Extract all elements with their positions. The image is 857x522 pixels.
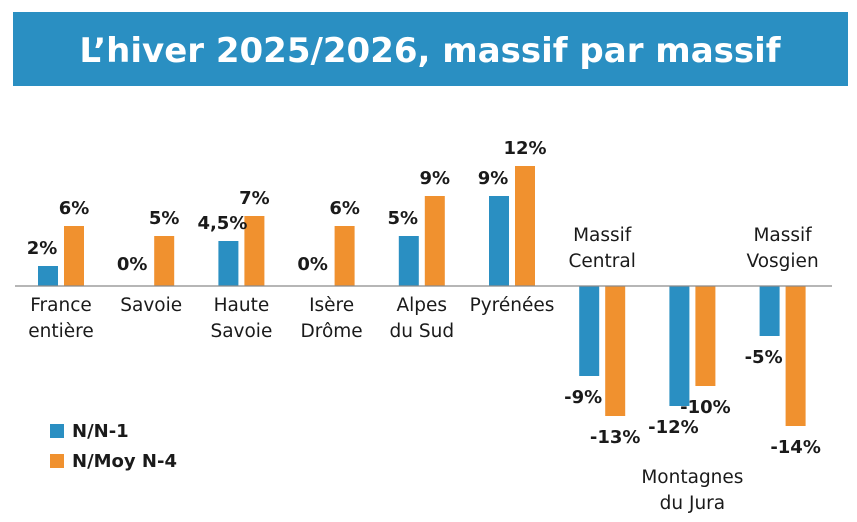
category-label: Pyrénées — [470, 295, 555, 316]
data-label: 5% — [149, 208, 180, 229]
data-label: 0% — [117, 254, 148, 275]
data-label: -14% — [770, 437, 821, 458]
data-label: -5% — [745, 347, 783, 368]
category-label: France entière — [28, 295, 93, 342]
legend-label: N/Moy N-4 — [72, 451, 177, 472]
data-label: 4,5% — [197, 213, 247, 234]
bar-n-moy-n4 — [515, 166, 535, 286]
data-label: -10% — [680, 397, 731, 418]
bar-n-n1 — [759, 286, 780, 336]
category-label: Alpes du Sud — [390, 295, 455, 342]
bar-n-moy-n4 — [244, 216, 265, 286]
bar-n-n1 — [669, 286, 690, 406]
data-label: -13% — [590, 427, 641, 448]
bar-n-n1 — [38, 266, 58, 286]
category-label: Savoie — [120, 295, 182, 316]
legend: N/N-1 N/Moy N-4 — [50, 421, 177, 472]
legend-swatch — [50, 424, 64, 438]
legend-swatch — [50, 454, 64, 468]
data-label: -9% — [564, 387, 602, 408]
bar-n-moy-n4 — [424, 196, 445, 286]
bar-n-moy-n4 — [154, 236, 175, 286]
bar-n-moy-n4 — [605, 286, 626, 416]
data-label: 9% — [420, 168, 451, 189]
bars-group — [38, 166, 806, 426]
bar-n-moy-n4 — [64, 226, 84, 286]
bar-n-n1 — [579, 286, 600, 376]
category-label: Isère Drôme — [301, 295, 363, 342]
bar-n-n1 — [489, 196, 509, 286]
data-label: 9% — [478, 168, 509, 189]
data-label: 7% — [239, 188, 270, 209]
bar-n-moy-n4 — [695, 286, 716, 386]
bar-n-moy-n4 — [785, 286, 806, 426]
data-label: 2% — [27, 238, 58, 259]
data-label: 5% — [388, 208, 419, 229]
data-label: -12% — [648, 417, 699, 438]
data-label: 6% — [329, 198, 360, 219]
chart-title: L’hiver 2025/2026, massif par massif — [79, 31, 781, 71]
category-label: Massif Central — [569, 225, 636, 272]
data-label: 0% — [297, 254, 328, 275]
category-label: Haute Savoie — [210, 295, 272, 342]
legend-label: N/N-1 — [72, 421, 129, 442]
category-label: Massif Vosgien — [747, 225, 819, 272]
title-band — [13, 12, 848, 86]
data-label: 12% — [503, 138, 546, 159]
bar-n-moy-n4 — [334, 226, 355, 286]
data-label: 6% — [59, 198, 90, 219]
bar-n-n1 — [398, 236, 419, 286]
bar-n-n1 — [218, 241, 239, 286]
category-label: Montagnes du Jura — [641, 467, 743, 514]
